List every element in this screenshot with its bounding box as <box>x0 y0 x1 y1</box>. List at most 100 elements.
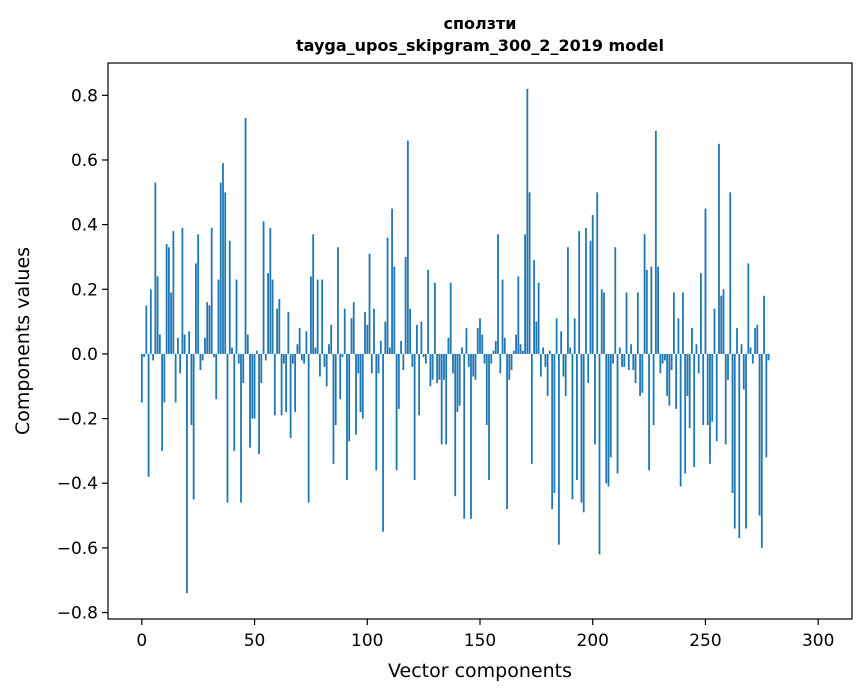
bar <box>553 353 556 493</box>
bar <box>431 353 434 380</box>
bar <box>291 353 294 364</box>
bar <box>226 353 229 503</box>
bar <box>143 353 145 358</box>
bar <box>249 353 251 448</box>
bar <box>591 214 594 354</box>
bar <box>668 353 671 406</box>
bar <box>163 353 166 403</box>
bar <box>756 324 759 354</box>
bar <box>206 302 209 354</box>
bar <box>310 276 312 354</box>
bar <box>314 347 317 354</box>
bar <box>666 353 669 396</box>
bar <box>348 353 351 442</box>
bar <box>677 318 680 354</box>
bar <box>161 353 164 451</box>
bar <box>481 334 484 354</box>
bar <box>596 192 599 354</box>
bar <box>357 353 360 374</box>
bar <box>657 266 660 354</box>
bar <box>742 353 745 390</box>
bar <box>621 353 623 367</box>
x-tick-label: 250 <box>689 631 721 651</box>
bar <box>499 353 502 374</box>
bar <box>397 353 400 409</box>
bar <box>731 353 734 493</box>
bar <box>199 353 202 371</box>
bar <box>384 321 387 354</box>
bar <box>654 130 657 354</box>
bar <box>682 292 684 354</box>
bar <box>190 353 193 426</box>
bar <box>598 353 601 555</box>
bar <box>174 353 177 403</box>
bar <box>305 331 308 354</box>
bar <box>539 353 542 377</box>
bar <box>492 350 495 354</box>
bar <box>183 334 186 354</box>
bar <box>585 227 587 354</box>
bar <box>379 341 382 354</box>
bar <box>479 318 481 354</box>
bar <box>474 353 477 380</box>
bar <box>330 324 333 354</box>
bar <box>747 263 750 354</box>
bar <box>645 269 648 354</box>
bar <box>535 321 538 354</box>
plot-frame <box>107 62 853 620</box>
bar <box>582 353 585 513</box>
bar <box>700 273 702 354</box>
bar <box>562 353 565 377</box>
bar <box>452 353 454 374</box>
bar <box>693 353 696 468</box>
bar <box>222 163 224 354</box>
chart-title: сползти <box>443 14 516 33</box>
x-tick-label: 0 <box>136 631 147 651</box>
bar <box>391 208 393 354</box>
bar <box>395 353 398 471</box>
bar <box>287 311 290 354</box>
bar <box>551 353 554 510</box>
bar <box>181 227 184 354</box>
bar <box>201 353 204 361</box>
bar <box>512 350 515 354</box>
bar <box>650 266 653 354</box>
bar <box>328 344 330 354</box>
bar <box>503 337 506 354</box>
bar <box>213 353 215 358</box>
bar <box>758 353 761 516</box>
bar <box>406 140 409 354</box>
bar <box>580 353 583 503</box>
bar <box>470 353 472 519</box>
y-axis-label: Components values <box>12 247 34 435</box>
bar <box>422 353 425 358</box>
bar <box>519 344 522 354</box>
y-tick-label: 0.0 <box>71 345 98 365</box>
bar <box>366 324 369 354</box>
bar <box>745 353 747 529</box>
bar <box>447 337 450 354</box>
bar <box>170 292 173 354</box>
bar <box>188 331 191 354</box>
bar <box>724 353 727 445</box>
bar <box>600 289 603 354</box>
bar <box>346 353 348 480</box>
bar <box>264 353 267 361</box>
bar <box>652 353 655 426</box>
bar <box>237 353 240 364</box>
bar <box>321 279 324 354</box>
bar <box>208 305 211 354</box>
bar <box>424 353 427 364</box>
x-tick-label: 100 <box>351 631 383 651</box>
bar <box>688 353 691 429</box>
bar <box>483 353 486 364</box>
bar <box>544 353 547 367</box>
bar <box>636 292 639 354</box>
bar <box>675 353 678 409</box>
bar <box>418 353 421 416</box>
bar <box>339 353 342 400</box>
bar <box>186 353 188 594</box>
bar <box>524 234 526 354</box>
bar <box>215 353 218 400</box>
bar <box>605 353 608 484</box>
